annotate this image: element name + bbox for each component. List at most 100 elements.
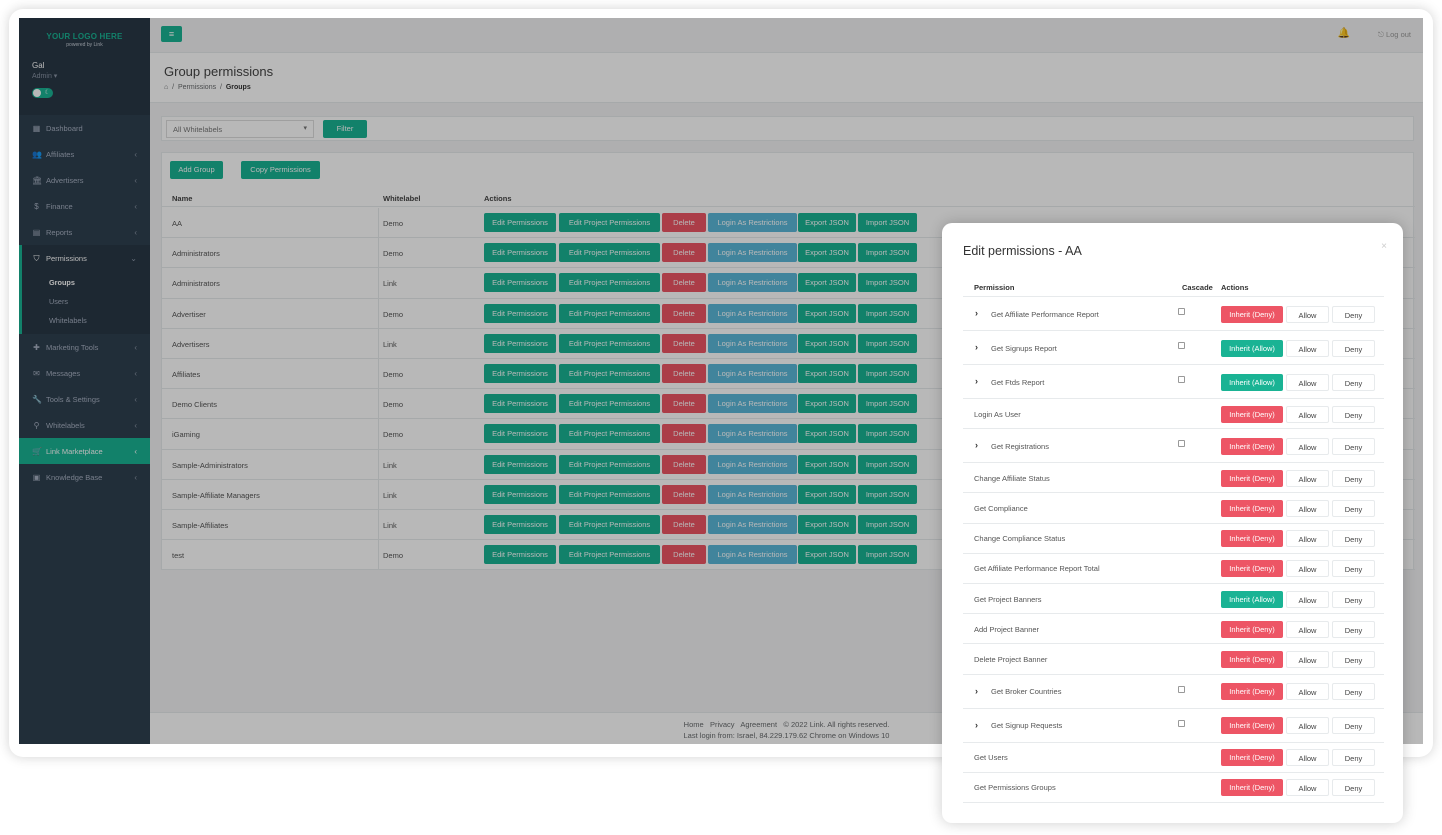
deny-button[interactable]: Deny — [1332, 469, 1375, 487]
cascade-checkbox[interactable] — [1178, 685, 1185, 693]
sidebar-item-whitelabels[interactable]: ⚲ Whitelabels ‹ — [19, 412, 150, 438]
deny-button[interactable]: Deny — [1332, 499, 1375, 517]
import-json-button[interactable]: Import JSON — [858, 454, 917, 474]
edit-permissions-button[interactable]: Edit Permissions — [484, 394, 556, 414]
whitelabel-select[interactable]: All Whitelabels ▾ — [166, 120, 314, 138]
breadcrumb-permissions[interactable]: Permissions — [177, 84, 217, 91]
allow-button[interactable]: Allow — [1286, 530, 1329, 548]
delete-button[interactable]: Delete — [662, 394, 706, 414]
add-group-button[interactable]: Add Group — [170, 161, 223, 179]
inherit-button[interactable]: Inherit (Allow) — [1221, 339, 1283, 357]
login-as-restrictions-button[interactable]: Login As Restrictions — [708, 394, 797, 414]
inherit-button[interactable]: Inherit (Deny) — [1221, 469, 1283, 487]
chevron-right-icon[interactable]: › — [975, 719, 978, 730]
login-as-restrictions-button[interactable]: Login As Restrictions — [708, 333, 797, 353]
edit-permissions-button[interactable]: Edit Permissions — [484, 273, 556, 293]
delete-button[interactable]: Delete — [662, 484, 706, 504]
export-json-button[interactable]: Export JSON — [798, 273, 856, 293]
delete-button[interactable]: Delete — [662, 213, 706, 232]
edit-project-permissions-button[interactable]: Edit Project Permissions — [559, 545, 660, 565]
edit-project-permissions-button[interactable]: Edit Project Permissions — [559, 363, 660, 383]
inherit-button[interactable]: Inherit (Deny) — [1221, 620, 1283, 638]
export-json-button[interactable]: Export JSON — [798, 213, 856, 232]
allow-button[interactable]: Allow — [1286, 305, 1329, 323]
edit-permissions-button[interactable]: Edit Permissions — [484, 454, 556, 474]
cascade-checkbox[interactable] — [1178, 376, 1185, 383]
edit-project-permissions-button[interactable]: Edit Project Permissions — [559, 333, 660, 353]
login-as-restrictions-button[interactable]: Login As Restrictions — [708, 363, 797, 383]
edit-project-permissions-button[interactable]: Edit Project Permissions — [559, 454, 660, 474]
export-json-button[interactable]: Export JSON — [798, 514, 856, 534]
import-json-button[interactable]: Import JSON — [858, 303, 917, 323]
delete-button[interactable]: Delete — [662, 273, 706, 293]
login-as-restrictions-button[interactable]: Login As Restrictions — [708, 303, 797, 323]
cascade-checkbox[interactable] — [1178, 719, 1185, 727]
sidebar-item-messages[interactable]: ✉ Messages ‹ — [19, 360, 150, 386]
import-json-button[interactable]: Import JSON — [858, 273, 917, 293]
edit-project-permissions-button[interactable]: Edit Project Permissions — [559, 213, 660, 232]
delete-button[interactable]: Delete — [662, 514, 706, 534]
allow-button[interactable]: Allow — [1286, 683, 1329, 700]
export-json-button[interactable]: Export JSON — [798, 333, 856, 353]
edit-permissions-button[interactable]: Edit Permissions — [484, 333, 556, 353]
allow-button[interactable]: Allow — [1286, 405, 1329, 423]
login-as-restrictions-button[interactable]: Login As Restrictions — [708, 424, 797, 444]
sidebar-item-advertisers[interactable]: 🏛 Advertisers ‹ — [19, 167, 150, 193]
edit-permissions-button[interactable]: Edit Permissions — [484, 424, 556, 444]
delete-button[interactable]: Delete — [662, 243, 706, 263]
export-json-button[interactable]: Export JSON — [798, 363, 856, 383]
login-as-restrictions-button[interactable]: Login As Restrictions — [708, 243, 797, 263]
chevron-right-icon[interactable]: › — [975, 308, 978, 318]
allow-button[interactable]: Allow — [1286, 650, 1329, 668]
deny-button[interactable]: Deny — [1332, 650, 1375, 668]
theme-toggle[interactable]: ☾ — [32, 88, 53, 98]
import-json-button[interactable]: Import JSON — [858, 545, 917, 565]
close-icon[interactable]: × — [1381, 241, 1387, 252]
export-json-button[interactable]: Export JSON — [798, 303, 856, 323]
footer-agreement-link[interactable]: Agreement — [740, 720, 778, 729]
import-json-button[interactable]: Import JSON — [858, 424, 917, 444]
edit-project-permissions-button[interactable]: Edit Project Permissions — [559, 273, 660, 293]
edit-permissions-button[interactable]: Edit Permissions — [484, 213, 556, 232]
deny-button[interactable]: Deny — [1332, 620, 1375, 638]
deny-button[interactable]: Deny — [1332, 305, 1375, 323]
inherit-button[interactable]: Inherit (Deny) — [1221, 499, 1283, 517]
delete-button[interactable]: Delete — [662, 363, 706, 383]
edit-project-permissions-button[interactable]: Edit Project Permissions — [559, 303, 660, 323]
delete-button[interactable]: Delete — [662, 545, 706, 565]
delete-button[interactable]: Delete — [662, 454, 706, 474]
allow-button[interactable]: Allow — [1286, 560, 1329, 578]
sidebar-item-permissions[interactable]: ⛉ Permissions ⌄ — [19, 245, 150, 271]
export-json-button[interactable]: Export JSON — [798, 454, 856, 474]
inherit-button[interactable]: Inherit (Deny) — [1221, 437, 1283, 455]
allow-button[interactable]: Allow — [1286, 620, 1329, 638]
cascade-checkbox[interactable] — [1178, 342, 1185, 349]
footer-home-link[interactable]: Home — [683, 720, 704, 729]
inherit-button[interactable]: Inherit (Deny) — [1221, 683, 1283, 700]
login-as-restrictions-button[interactable]: Login As Restrictions — [708, 514, 797, 534]
sidebar-item-link-marketplace[interactable]: 🛒 Link Marketplace ‹ — [19, 438, 150, 464]
deny-button[interactable]: Deny — [1332, 779, 1375, 797]
delete-button[interactable]: Delete — [662, 303, 706, 323]
chevron-right-icon[interactable]: › — [975, 440, 978, 451]
inherit-button[interactable]: Inherit (Deny) — [1221, 560, 1283, 578]
edit-permissions-button[interactable]: Edit Permissions — [484, 545, 556, 565]
allow-button[interactable]: Allow — [1286, 717, 1329, 734]
deny-button[interactable]: Deny — [1332, 560, 1375, 578]
import-json-button[interactable]: Import JSON — [858, 213, 917, 232]
edit-permissions-button[interactable]: Edit Permissions — [484, 303, 556, 323]
inherit-button[interactable]: Inherit (Allow) — [1221, 590, 1283, 608]
cascade-checkbox[interactable] — [1178, 440, 1185, 448]
submenu-item-groups[interactable]: Groups — [49, 278, 75, 287]
login-as-restrictions-button[interactable]: Login As Restrictions — [708, 213, 797, 232]
edit-project-permissions-button[interactable]: Edit Project Permissions — [559, 484, 660, 504]
edit-project-permissions-button[interactable]: Edit Project Permissions — [559, 424, 660, 444]
user-role-dropdown[interactable]: Admin ▾ — [32, 73, 58, 80]
deny-button[interactable]: Deny — [1332, 373, 1375, 391]
chevron-right-icon[interactable]: › — [975, 685, 978, 696]
deny-button[interactable]: Deny — [1332, 749, 1375, 767]
login-as-restrictions-button[interactable]: Login As Restrictions — [708, 273, 797, 293]
submenu-item-users[interactable]: Users — [49, 297, 69, 306]
sidebar-item-finance[interactable]: $ Finance ‹ — [19, 193, 150, 219]
chevron-right-icon[interactable]: › — [975, 342, 978, 352]
